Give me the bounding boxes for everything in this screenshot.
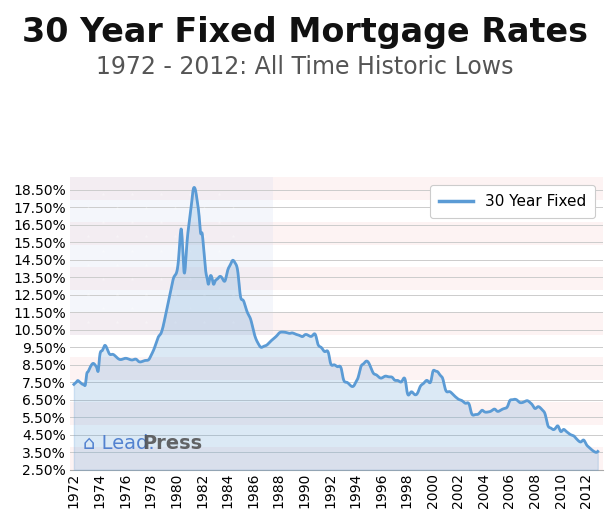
Bar bbox=[70, 425, 603, 447]
Text: Press: Press bbox=[142, 434, 202, 453]
Text: 30 Year Fixed Mortgage Rates: 30 Year Fixed Mortgage Rates bbox=[21, 16, 588, 49]
Text: 1972 - 2012: All Time Historic Lows: 1972 - 2012: All Time Historic Lows bbox=[96, 55, 513, 79]
Bar bbox=[70, 222, 603, 245]
Bar bbox=[70, 358, 603, 380]
Bar bbox=[70, 267, 603, 290]
Legend: 30 Year Fixed: 30 Year Fixed bbox=[430, 185, 595, 218]
Bar bbox=[70, 402, 603, 425]
Bar bbox=[70, 380, 603, 402]
Bar bbox=[70, 177, 603, 200]
Bar bbox=[70, 245, 603, 267]
Bar bbox=[70, 312, 603, 335]
Bar bbox=[70, 177, 273, 335]
Bar bbox=[70, 200, 603, 222]
Bar bbox=[70, 447, 603, 470]
Text: ⌂ Lead.: ⌂ Lead. bbox=[83, 434, 155, 453]
Bar bbox=[70, 335, 603, 358]
Bar bbox=[70, 290, 603, 312]
